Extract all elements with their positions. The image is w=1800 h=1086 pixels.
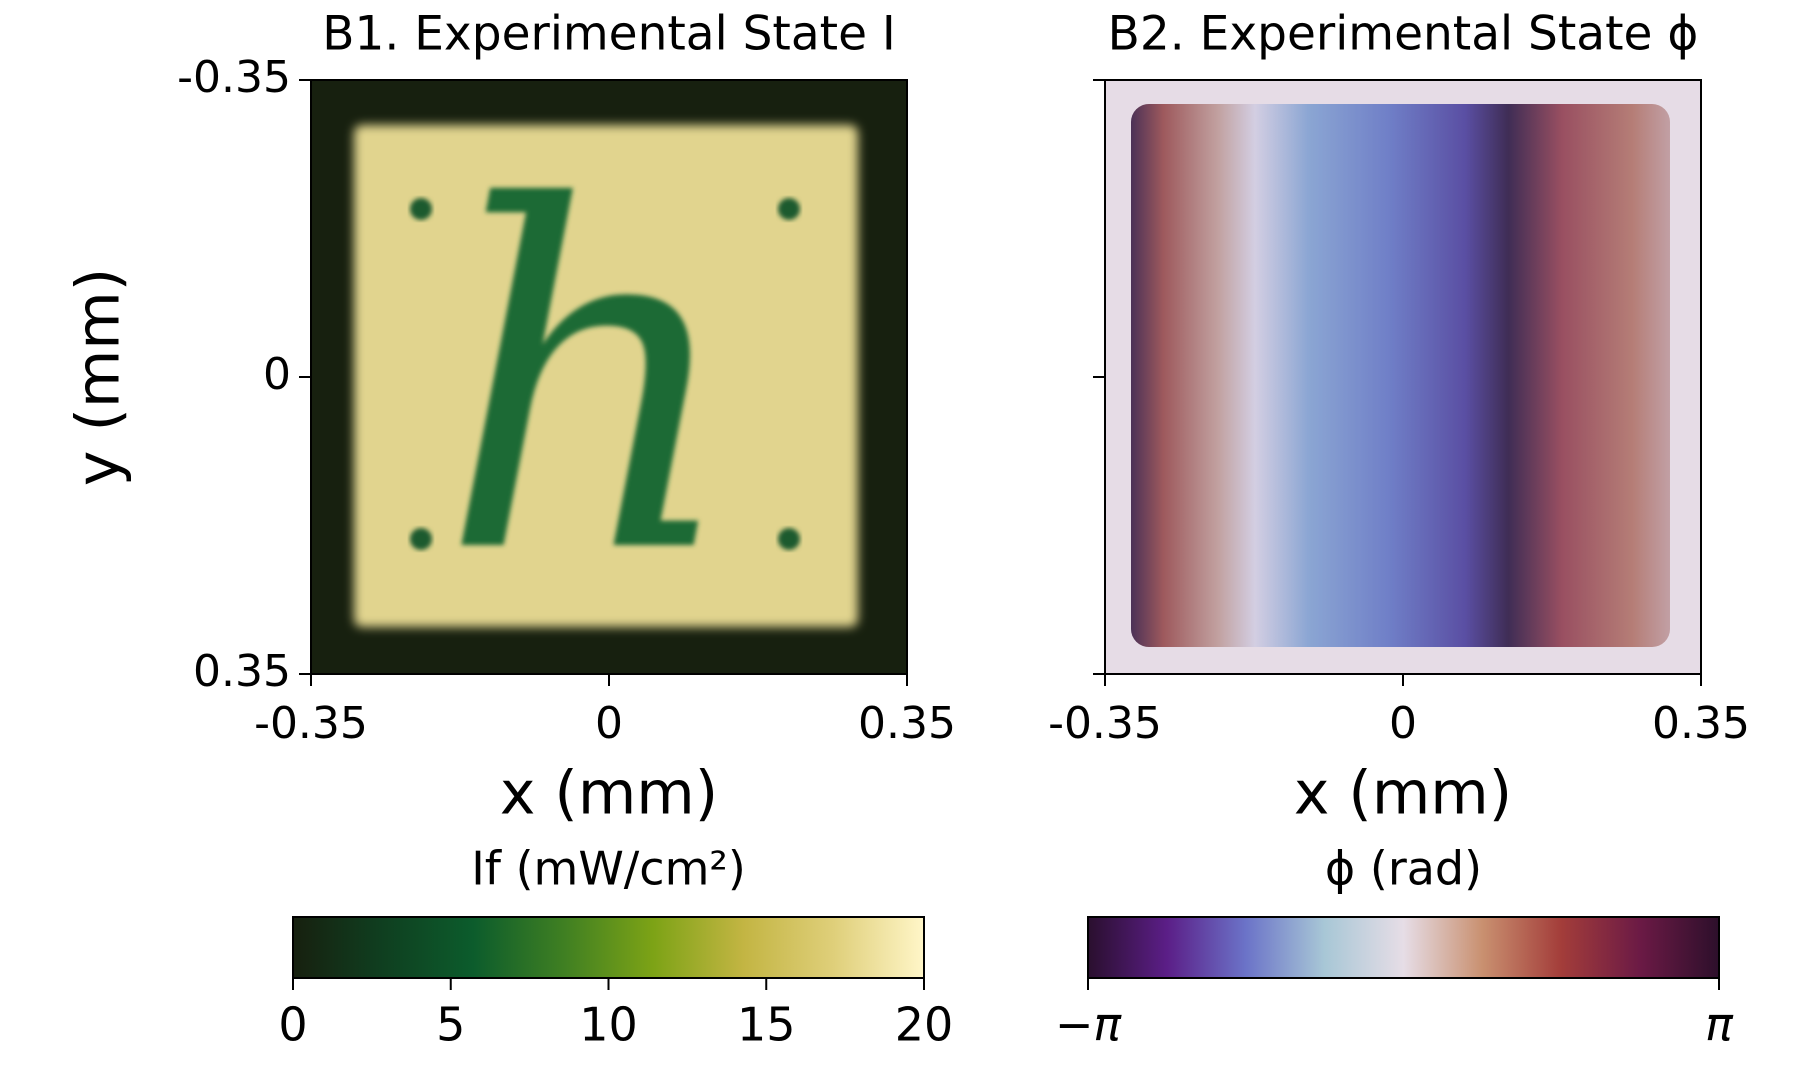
x-tick-label: -0.35: [1048, 698, 1162, 749]
x-axis-label: x (mm): [500, 759, 718, 829]
phase-image: [1105, 80, 1701, 674]
colorbar-tick-label: 20: [895, 998, 954, 1052]
y-tick-label: 0: [263, 349, 291, 400]
colorbar-tick-label: 10: [579, 998, 638, 1052]
colorbar-tick-label: 0: [278, 998, 307, 1052]
y-axis-label: y (mm): [64, 268, 134, 486]
x-tick-label: 0.35: [858, 698, 956, 749]
x-tick-label: 0.35: [1652, 698, 1750, 749]
x-axis-label: x (mm): [1294, 759, 1512, 829]
x-tick-label: -0.35: [254, 698, 368, 749]
y-tick-label: 0.35: [193, 646, 291, 697]
colorbar: [1087, 916, 1720, 979]
panel-title: B2. Experimental State ϕ: [1108, 7, 1699, 62]
colorbar-tick-label: 15: [737, 998, 796, 1052]
colorbar-tick-label: 5: [436, 998, 465, 1052]
svg-text:h: h: [439, 109, 742, 656]
y-tick-label: -0.35: [177, 52, 291, 103]
intensity-image: h: [311, 80, 907, 674]
panel-title: B1. Experimental State I: [322, 7, 896, 62]
colorbar: [292, 916, 925, 979]
x-tick-label: 0: [595, 698, 623, 749]
colorbar-tick-label: π: [1705, 998, 1734, 1052]
x-tick-label: 0: [1389, 698, 1417, 749]
colorbar-label: ϕ (rad): [1325, 842, 1482, 896]
colorbar-label: If (mW/cm²): [471, 842, 746, 896]
colorbar-tick-label: −π: [1055, 998, 1123, 1052]
